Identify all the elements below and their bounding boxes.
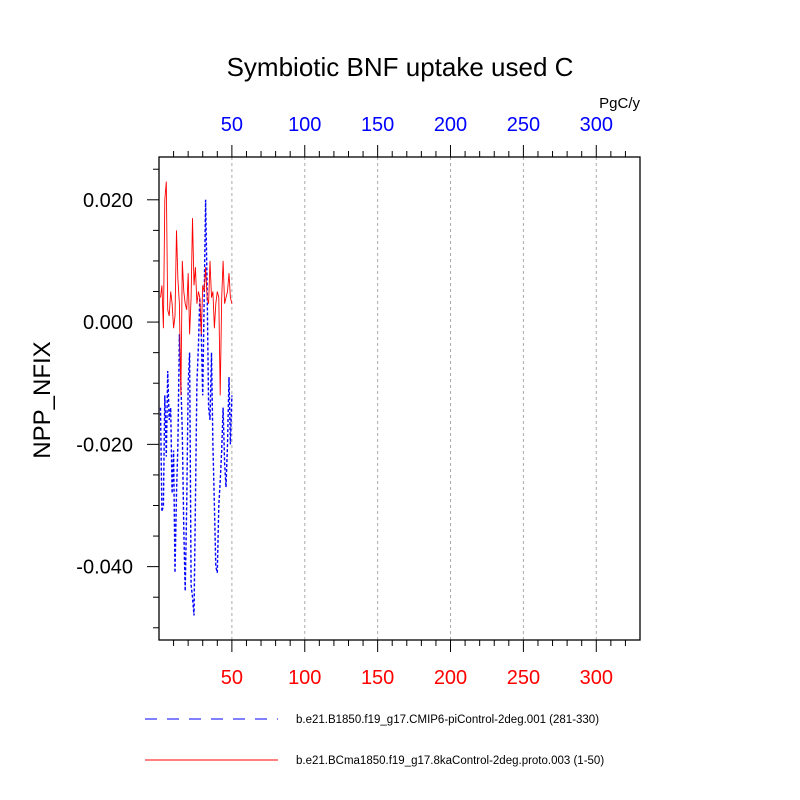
series-line-2 [160, 181, 233, 396]
units-label: PgC/y [599, 95, 640, 112]
y-tick-label: 0.000 [83, 312, 133, 334]
series-line-1 [159, 199, 233, 616]
plot-frame [158, 156, 641, 641]
x-tick-label-top: 100 [288, 114, 321, 136]
x-tick-label-bottom: 150 [361, 667, 394, 689]
legend: b.e21.B1850.f19_g17.CMIP6-piControl-2deg… [145, 714, 604, 767]
y-axis-label: NPP_NFIX [29, 341, 56, 458]
series-layer [159, 181, 233, 616]
legend-label-1: b.e21.B1850.f19_g17.CMIP6-piControl-2deg… [296, 714, 599, 726]
x-tick-label-top: 250 [507, 114, 540, 136]
x-tick-label-bottom: 300 [580, 667, 613, 689]
x-tick-label-top: 200 [434, 114, 467, 136]
x-tick-label-bottom: 50 [221, 667, 243, 689]
legend-label-2: b.e21.BCma1850.f19_g17.8kaControl-2deg.p… [296, 755, 604, 767]
x-tick-label-bottom: 200 [434, 667, 467, 689]
axis-ticks [147, 145, 626, 652]
x-tick-label-top: 300 [580, 114, 613, 136]
x-tick-label-bottom: 250 [507, 667, 540, 689]
tick-labels: 50 50 100 100 150 150 200 200 250 250 300 300 0.020 0… [76, 114, 613, 689]
x-tick-label-top: 150 [361, 114, 394, 136]
y-tick-label: 0.020 [83, 190, 133, 212]
y-tick-label: -0.040 [76, 557, 133, 579]
y-tick-label: -0.020 [76, 434, 133, 456]
grid-lines [231, 157, 597, 640]
x-tick-label-top: 50 [221, 114, 243, 136]
x-tick-label-bottom: 100 [288, 667, 321, 689]
chart-title: Symbiotic BNF uptake used C [227, 52, 574, 82]
